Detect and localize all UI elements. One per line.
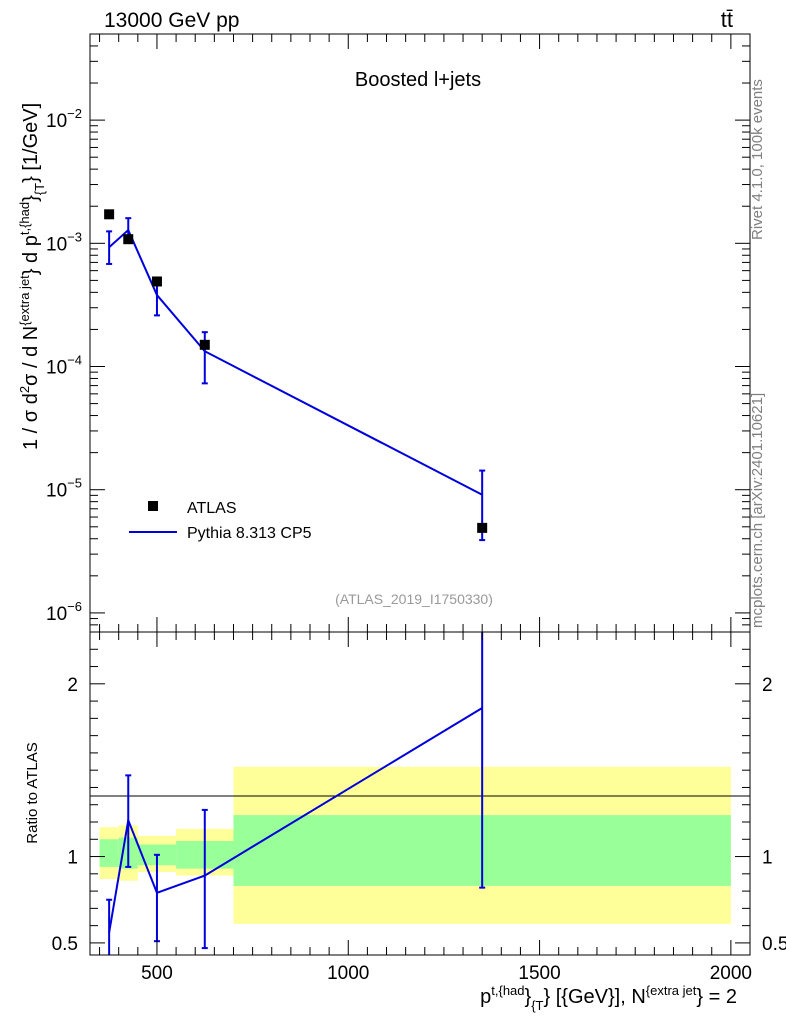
main-ytick-label: 10−2	[46, 106, 82, 132]
atlas-data-point	[477, 522, 488, 533]
ratio-panel: 0.5 0.5 1 1 2 2 500 1000 1500 2000 Ratio to ATLA…	[24, 631, 786, 1013]
legend-pythia-label: Pythia 8.313 CP5	[187, 525, 312, 542]
ratio-ylabel: Ratio to ATLAS	[24, 742, 41, 843]
ratio-xtick-label: 1500	[518, 963, 560, 984]
ratio-xtick-label: 500	[141, 963, 173, 984]
main-ytick-label-base: 10	[46, 481, 67, 502]
ratio-ytick-label: 0.5	[52, 934, 78, 955]
ratio-ytick-label-right: 1	[762, 848, 773, 869]
atlas-data-point	[104, 209, 115, 220]
main-ytick-label: 10−6	[46, 599, 82, 625]
mcplots-label: mcplots.cern.ch [arXiv:2401.10621]	[749, 393, 766, 628]
ratio-ytick-label: 2	[67, 675, 78, 696]
ratio-ytick-label-right: 0.5	[762, 934, 786, 955]
main-ytick-label-base: 10	[46, 604, 67, 625]
legend-atlas-label: ATLAS	[187, 500, 237, 517]
main-ytick-label: 10−5	[46, 476, 82, 502]
ratio-band-inner	[99, 839, 119, 867]
main-ytick-label: 10−4	[46, 353, 82, 379]
legend: ATLAS Pythia 8.313 CP5	[129, 500, 312, 542]
legend-atlas-marker	[148, 501, 158, 511]
main-ytick-label: 10−3	[46, 229, 82, 255]
main-ytick-label-base: 10	[46, 358, 67, 379]
ratio-xlabel: pt,{had}{T} [{GeV}], N{extra jet} = 2	[480, 983, 737, 1013]
main-panel: 10−610−510−410−310−2 Boosted l+jets (ATL…	[17, 33, 751, 633]
main-ytick-label-exponent: −2	[67, 106, 82, 121]
ratio-frame	[89, 631, 751, 956]
ratio-ytick-label: 1	[67, 848, 78, 869]
atlas-data-point	[151, 276, 162, 287]
process-label: tt̄	[721, 7, 733, 32]
main-ylabel: 1 / σ d2σ / d N{extra jet} d pt,{had}{T}…	[17, 103, 47, 450]
mc-line	[108, 228, 483, 496]
energy-label: 13000 GeV pp	[104, 9, 239, 32]
ratio-xtick-label: 2000	[710, 963, 752, 984]
ratio-ytick-label-right: 2	[762, 675, 773, 696]
main-ytick-label-exponent: −3	[67, 229, 82, 244]
ratio-xtick-label: 1000	[327, 963, 369, 984]
atlas-data-point	[199, 339, 210, 350]
main-ytick-label-exponent: −4	[67, 353, 82, 368]
main-ytick-label-base: 10	[46, 111, 67, 132]
main-ytick-label-base: 10	[46, 234, 67, 255]
atlas-data-point	[123, 234, 134, 245]
rivet-version-label: Rivet 4.1.0, 100k events	[749, 79, 766, 240]
analysis-id-label: (ATLAS_2019_I1750330)	[335, 591, 493, 607]
main-ytick-label-exponent: −5	[67, 476, 82, 491]
main-title: Boosted l+jets	[355, 69, 481, 91]
main-ytick-label-exponent: −6	[67, 599, 82, 614]
